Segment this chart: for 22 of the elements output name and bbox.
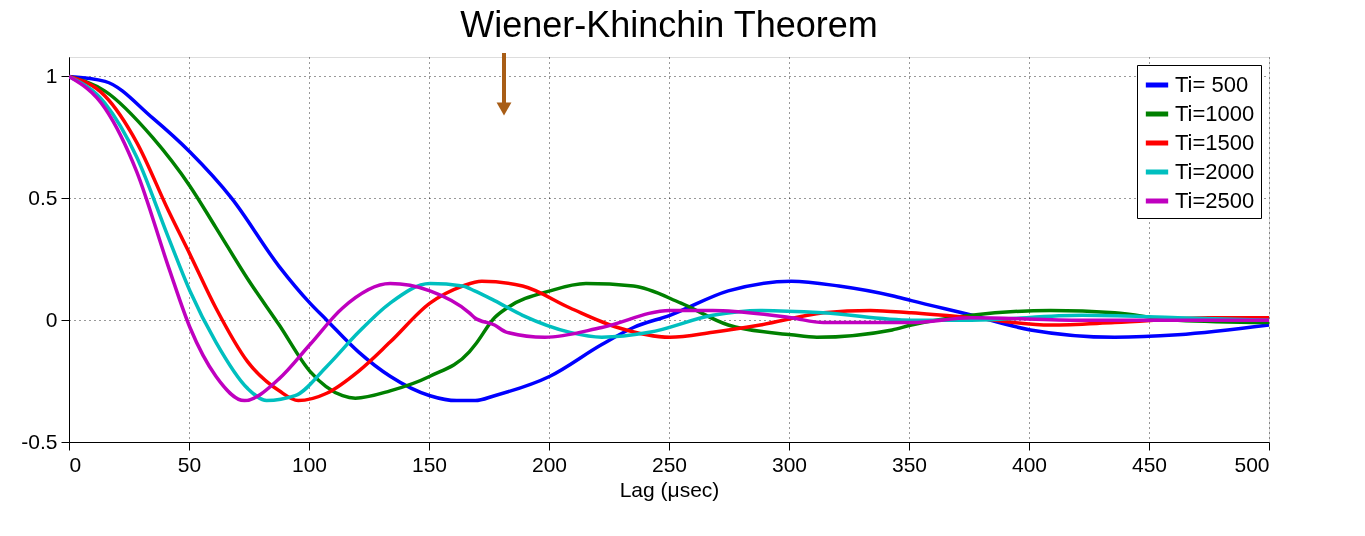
x-tick-label: 200 bbox=[531, 452, 568, 476]
x-tick-label: 50 bbox=[177, 452, 202, 476]
legend-label: Ti=2500 bbox=[1175, 188, 1255, 213]
legend-label: Ti=1000 bbox=[1175, 101, 1255, 126]
y-tick-label: 1 bbox=[45, 63, 58, 87]
chart-title: Wiener-Khinchin Theorem bbox=[460, 4, 878, 45]
x-tick-label: 500 bbox=[1234, 452, 1270, 476]
x-tick-label: 350 bbox=[891, 452, 928, 476]
x-tick-label: 0 bbox=[69, 452, 82, 476]
x-tick-label: 100 bbox=[291, 452, 328, 476]
x-tick-label: 450 bbox=[1131, 452, 1168, 476]
y-tick-label: -0.5 bbox=[21, 429, 58, 453]
x-axis-title: Lag (μsec) bbox=[619, 477, 720, 501]
legend-label: Ti= 500 bbox=[1175, 72, 1249, 97]
legend-label: Ti=2000 bbox=[1175, 159, 1255, 184]
x-tick-label: 400 bbox=[1011, 452, 1048, 476]
x-tick-label: 150 bbox=[411, 452, 448, 476]
x-tick-label: 250 bbox=[651, 452, 688, 476]
y-tick-label: 0 bbox=[45, 307, 58, 331]
legend-label: Ti=1500 bbox=[1175, 130, 1255, 155]
x-tick-label: 300 bbox=[771, 452, 808, 476]
y-tick-label: 0.5 bbox=[28, 185, 58, 209]
